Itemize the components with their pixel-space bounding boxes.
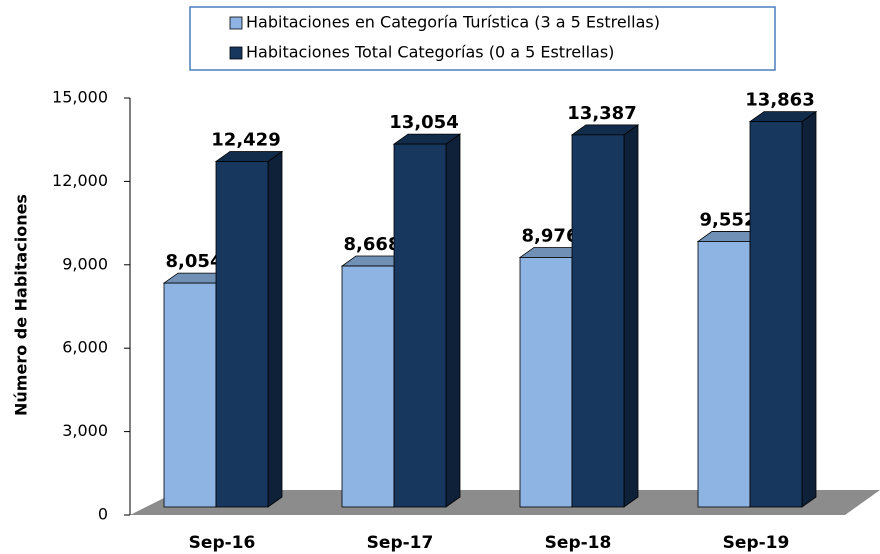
y-tick-label: 3,000: [62, 421, 108, 440]
y-tick-label: 15,000: [52, 88, 108, 107]
bar-face: [571, 134, 625, 508]
bar-face: [445, 133, 461, 508]
bar-face: [519, 257, 573, 508]
data-label: 13,863: [745, 90, 814, 111]
y-tick-label: 6,000: [62, 338, 108, 357]
data-label: 13,054: [389, 112, 458, 133]
y-tick-label: 0: [98, 505, 108, 524]
data-label: 9,552: [700, 209, 757, 230]
bar-face: [215, 161, 269, 508]
bar: [214, 150, 284, 508]
legend-box: [189, 6, 776, 71]
y-tick-label: 9,000: [62, 254, 108, 273]
bar: [570, 124, 640, 508]
bar-face: [163, 282, 217, 508]
y-tick-label: 12,000: [52, 171, 108, 190]
bar: [748, 110, 818, 508]
legend-swatch: [229, 16, 243, 30]
floor: [130, 490, 880, 515]
bar-face: [801, 110, 817, 508]
legend-label: Habitaciones en Categoría Turística (3 a…: [246, 13, 660, 32]
bar: [392, 133, 462, 508]
data-label: 8,976: [522, 225, 579, 246]
legend-swatch: [229, 46, 243, 60]
data-label: 12,429: [211, 129, 280, 150]
x-tick-label: Sep-17: [367, 533, 434, 553]
y-axis-label: Número de Habitaciones: [12, 194, 31, 416]
data-label: 8,054: [166, 251, 223, 272]
bar-face: [623, 124, 639, 508]
bar-face: [341, 265, 395, 508]
data-label: 13,387: [567, 103, 636, 124]
bar-face: [697, 241, 751, 508]
x-tick-label: Sep-16: [189, 533, 256, 553]
legend-label: Habitaciones Total Categorías (0 a 5 Est…: [246, 43, 614, 62]
bar-face: [267, 150, 283, 508]
bar-face: [393, 143, 447, 508]
data-label: 8,668: [344, 234, 401, 255]
x-tick-label: Sep-18: [545, 533, 612, 553]
bar-face: [749, 121, 803, 508]
x-tick-label: Sep-19: [723, 533, 790, 553]
